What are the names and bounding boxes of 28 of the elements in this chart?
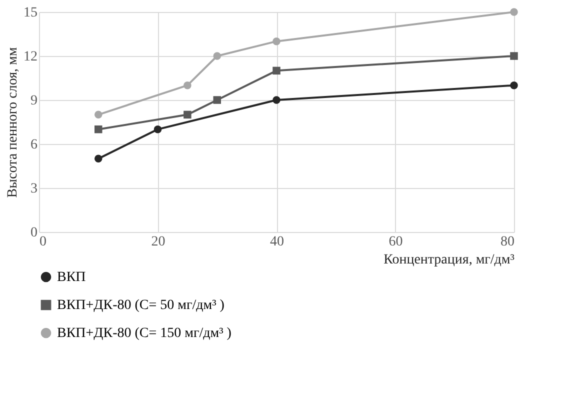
y-tick-label: 3: [30, 182, 38, 196]
x-tick-label: 20: [151, 234, 166, 250]
y-tick-label: 12: [24, 50, 38, 64]
y-tick-label: 9: [30, 94, 38, 108]
point: [272, 66, 280, 75]
point: [94, 154, 102, 163]
y-tick-label: 6: [30, 138, 38, 152]
point: [94, 125, 102, 134]
legend-label: ВКП+ДК-80 (С= 50 мг/дм³ ): [57, 298, 225, 313]
point: [154, 125, 162, 134]
point: [272, 37, 280, 46]
y-axis-title: Высота пенного слоя, мм: [6, 47, 20, 198]
legend-label: ВКП+ДК-80 (С= 150 мг/дм³ ): [57, 326, 232, 341]
point: [184, 110, 192, 119]
point: [213, 52, 221, 60]
x-tick-label: 40: [270, 234, 284, 250]
x-axis-title: Концентрация, мг/дм³: [384, 252, 514, 268]
point: [510, 81, 518, 90]
y-tick-label: 15: [24, 6, 38, 20]
legend-label: ВКП: [57, 270, 86, 285]
point: [272, 96, 280, 104]
point: [213, 96, 221, 104]
x-tick-label: 80: [500, 234, 514, 250]
point: [510, 52, 518, 60]
x-tick-label: 60: [388, 234, 403, 250]
point: [184, 81, 192, 90]
point: [94, 110, 102, 119]
point: [510, 8, 518, 16]
